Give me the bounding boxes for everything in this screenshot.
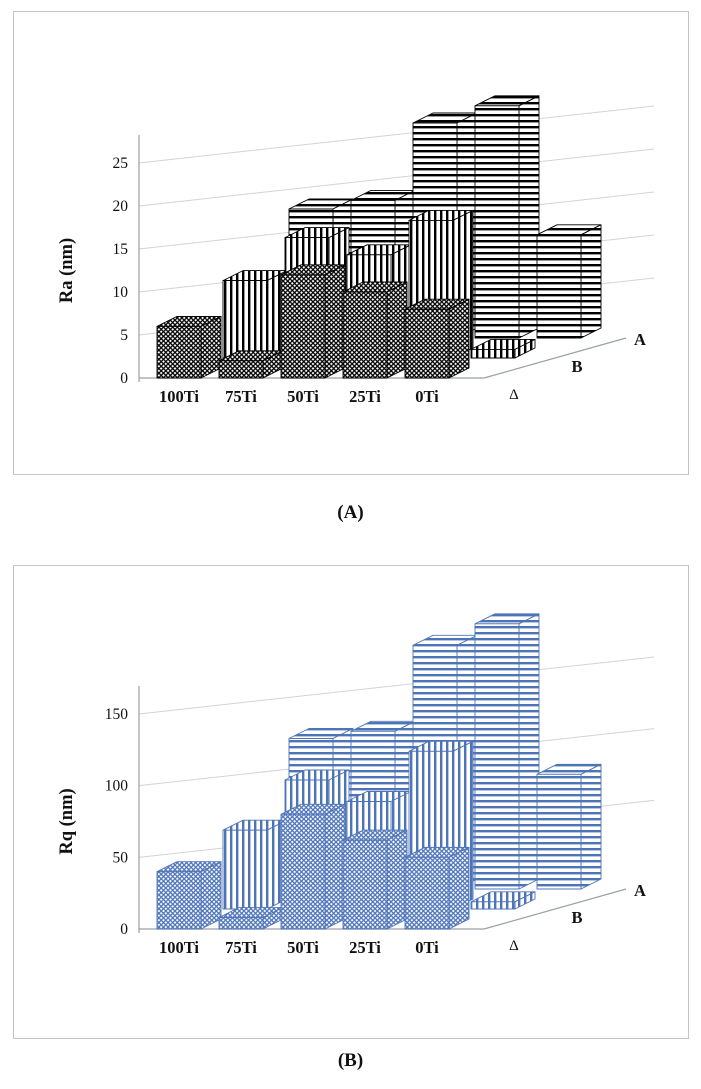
y-tick-label: 5 [120, 327, 128, 344]
bar-front-face [404, 856, 450, 930]
category-label: 100Ti [159, 938, 199, 957]
series-row-Δ [156, 803, 470, 930]
bar-side-face [324, 803, 346, 930]
bar-front-face [218, 917, 264, 930]
bar-side-face [580, 224, 602, 339]
y-tick-label: 15 [113, 241, 129, 258]
ra-3d-bar-chart: 0 5 10 15 20 25 Ra (nm) 100Ti 75Ti 50Ti 25Ti 0Ti Δ B A [57, 95, 655, 406]
bar-Δ-50Ti [280, 803, 346, 930]
category-labels: 100Ti 75Ti 50Ti 25Ti 0Ti [159, 938, 439, 957]
y-axis-title: Ra (nm) [57, 238, 77, 303]
category-label: 50Ti [287, 387, 319, 406]
y-tick-label: 20 [113, 198, 129, 215]
y-tick-label: 0 [120, 921, 128, 938]
bar-Δ-0Ti [404, 846, 470, 930]
y-tick-label: 0 [120, 370, 128, 387]
gridline [138, 656, 655, 715]
bar-side-face [448, 846, 470, 930]
bar-B-100Ti [222, 819, 288, 910]
series-label-A: A [634, 881, 646, 900]
bar-side-face [386, 829, 408, 930]
bar-front-face [474, 105, 520, 339]
y-tick-labels: 0 50 100 150 [105, 706, 129, 938]
bar-A-25Ti [474, 95, 540, 339]
bar-side-face [200, 315, 222, 379]
category-labels: 100Ti 75Ti 50Ti 25Ti 0Ti [159, 387, 439, 406]
category-label: 25Ti [349, 387, 381, 406]
bar-side-face [518, 95, 540, 339]
bar-front-face [474, 623, 520, 890]
category-label: 25Ti [349, 938, 381, 957]
bar-front-face [156, 325, 202, 379]
series-label-A: A [634, 330, 646, 349]
bar-front-face [222, 829, 268, 910]
bar-A-25Ti [474, 613, 540, 890]
category-label: 75Ti [225, 938, 257, 957]
bar-front-face [536, 773, 582, 890]
bar-side-face [324, 264, 346, 379]
y-tick-label: 10 [113, 284, 129, 301]
bar-front-face [342, 291, 388, 379]
series-label-Δ: Δ [509, 387, 519, 403]
bar-Δ-25Ti [342, 281, 408, 379]
bar-B-0Ti [470, 891, 536, 910]
floor-right-edge [483, 337, 627, 379]
bar-Δ-25Ti [342, 829, 408, 930]
chart-panel-a: 0 5 10 15 20 25 Ra (nm) 100Ti 75Ti 50Ti 25Ti 0Ti Δ B A [13, 11, 689, 475]
category-label: 75Ti [225, 387, 257, 406]
figure-caption-b: (B) [337, 1050, 364, 1071]
series-labels: Δ B A [509, 881, 646, 954]
bar-Δ-0Ti [404, 298, 470, 379]
series-row-Δ [156, 264, 470, 379]
bar-front-face [280, 274, 326, 379]
bar-front-face [222, 280, 268, 359]
bar-front-face [470, 348, 516, 359]
bar-front-face [218, 360, 264, 379]
y-axis-title: Rq (nm) [57, 788, 77, 854]
bar-side-face [580, 763, 602, 890]
bar-Δ-75Ti [218, 907, 284, 930]
category-label: 50Ti [287, 938, 319, 957]
category-label: 0Ti [415, 938, 439, 957]
series-label-B: B [571, 357, 582, 376]
y-tick-label: 100 [105, 778, 129, 795]
series-labels: Δ B A [509, 330, 646, 403]
bar-Δ-75Ti [218, 350, 284, 379]
bar-Δ-100Ti [156, 315, 222, 379]
floor-right-edge [483, 888, 627, 930]
bar-side-face [200, 861, 222, 930]
gridline [138, 148, 655, 207]
y-tick-label: 25 [113, 155, 129, 172]
category-label: 0Ti [415, 387, 439, 406]
bar-front-face [536, 234, 582, 339]
bar-A-0Ti [536, 763, 602, 890]
bar-side-face [518, 613, 540, 890]
gridline [138, 105, 655, 164]
bar-front-face [342, 839, 388, 930]
rq-3d-bar-chart: 0 50 100 150 Rq (nm) 100Ti 75Ti 50Ti 25Ti 0Ti Δ B A [57, 613, 655, 957]
bar-B-0Ti [470, 338, 536, 359]
bar-side-face [448, 298, 470, 379]
bar-front-face [404, 308, 450, 379]
y-tick-label: 50 [113, 849, 129, 866]
bar-B-100Ti [222, 270, 288, 359]
figure-caption-a: (A) [337, 502, 364, 523]
bar-Δ-100Ti [156, 861, 222, 930]
y-tick-labels: 0 5 10 15 20 25 [113, 155, 129, 387]
category-label: 100Ti [159, 387, 199, 406]
bar-front-face [470, 901, 516, 910]
chart-panel-b: 0 50 100 150 Rq (nm) 100Ti 75Ti 50Ti 25Ti 0Ti Δ B A [13, 565, 689, 1039]
series-label-B: B [571, 908, 582, 927]
bar-A-0Ti [536, 224, 602, 339]
y-tick-label: 150 [105, 706, 129, 723]
bar-Δ-50Ti [280, 264, 346, 379]
bar-front-face [280, 813, 326, 930]
bar-side-face [386, 281, 408, 379]
bar-front-face [156, 871, 202, 930]
series-label-Δ: Δ [509, 938, 519, 954]
